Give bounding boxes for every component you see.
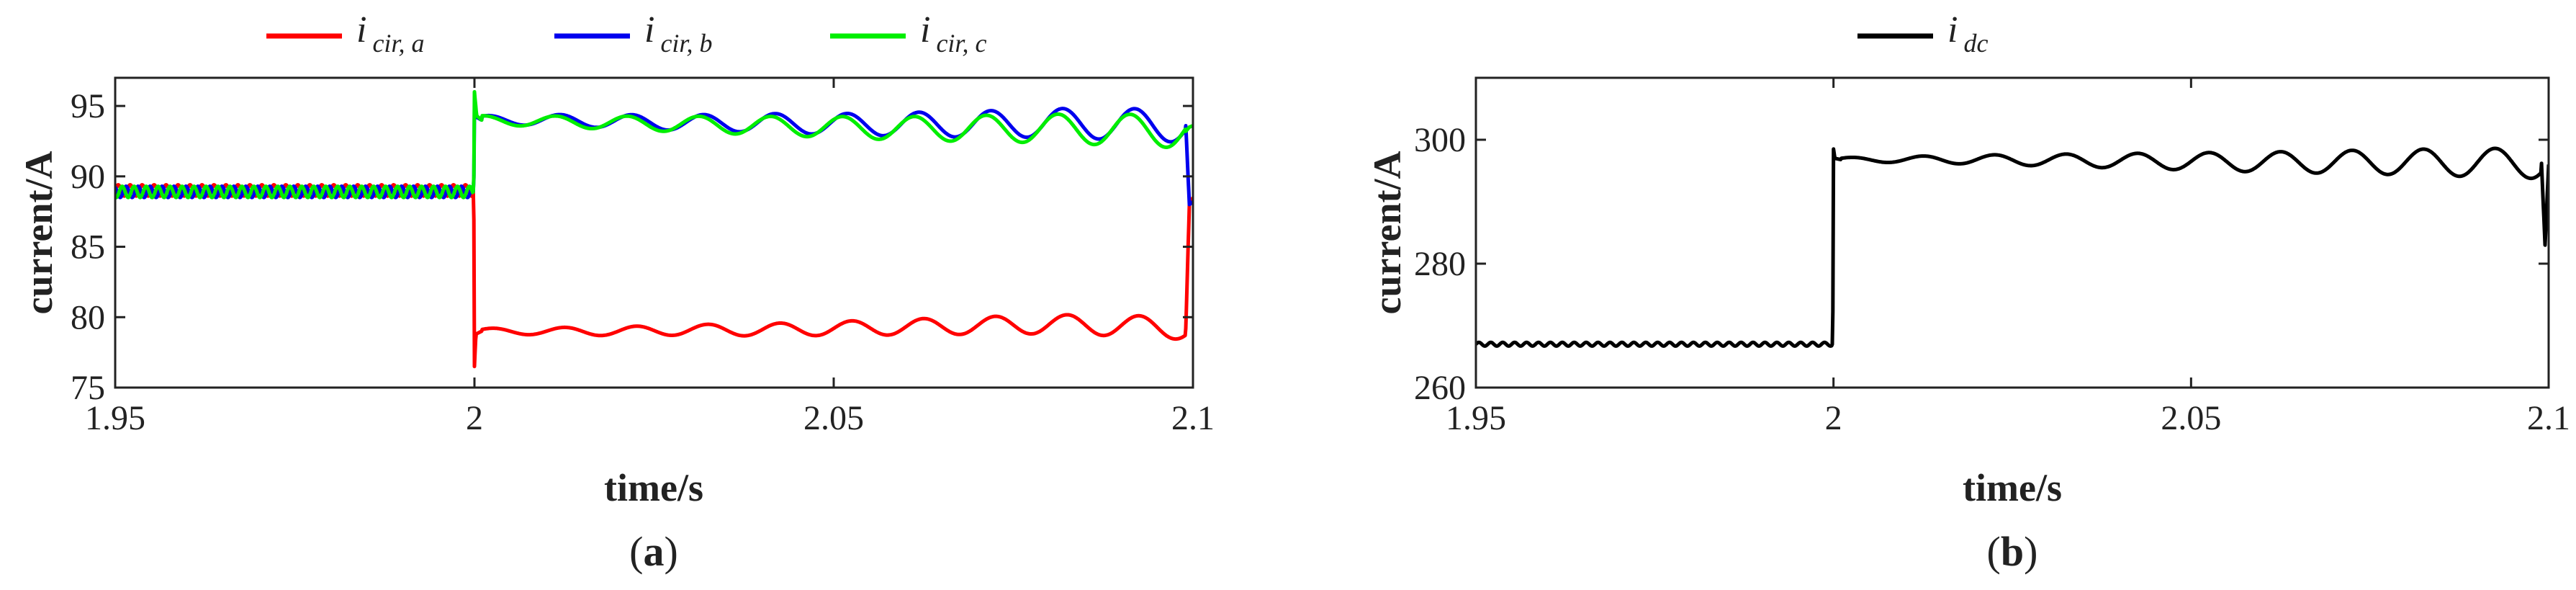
x-tick-label: 2: [466, 399, 483, 437]
series-line-i-cir-a: [115, 183, 1193, 369]
chart-a: i cir, a i cir, b i cir, c 1.95 2 2.05 2.1 75 80 85…: [17, 9, 1215, 575]
y-tick-label: 280: [1414, 245, 1466, 283]
legend-entry: i cir, c: [920, 9, 986, 58]
legend-entry: i cir, a: [356, 9, 424, 58]
legend-b: i dc: [1857, 9, 1988, 58]
y-tick-label: 260: [1414, 369, 1466, 407]
legend-entry: i cir, b: [644, 9, 712, 58]
x-axis-label-a: time/s: [604, 466, 703, 509]
y-axis-label-b: current/A: [1366, 151, 1409, 315]
x-tick-label: 2.1: [2527, 399, 2570, 437]
panel-letter-b: b: [2001, 528, 2024, 575]
x-tick-label: 2.1: [1171, 399, 1215, 437]
y-axis-label-a: current/A: [17, 151, 60, 315]
y-tick-label: 300: [1414, 121, 1466, 159]
chart-b: i dc 1.95 2 2.05 2.1 260 280 300 current/A time…: [1366, 9, 2570, 575]
series-line-i-cir-b: [115, 107, 1193, 207]
series-line-i-dc: [1476, 146, 2549, 348]
y-tick-label: 75: [71, 369, 105, 407]
panel-letter-a: a: [644, 528, 665, 575]
y-tick-label: 90: [71, 158, 105, 196]
panel-label-b: (b): [1987, 528, 2038, 575]
y-tick-label: 80: [71, 298, 105, 336]
axes-frame-a: [114, 76, 1194, 389]
axes-frame-b: [1474, 76, 2550, 389]
legend-a: i cir, a i cir, b i cir, c: [266, 9, 986, 58]
series-line-i-cir-c: [115, 90, 1193, 200]
panel-label-a: (a): [629, 528, 678, 575]
x-tick-label: 2: [1825, 399, 1842, 437]
x-tick-label: 1.95: [1446, 399, 1506, 437]
y-tick-label: 85: [71, 228, 105, 267]
ticks-b: 1.95 2 2.05 2.1 260 280 300: [1414, 78, 2570, 437]
legend-entry: i dc: [1947, 9, 1988, 58]
plot-area-a: [115, 90, 1193, 369]
x-axis-label-b: time/s: [1963, 466, 2062, 509]
x-tick-label: 2.05: [2161, 399, 2221, 437]
y-tick-label: 95: [71, 87, 105, 125]
ticks-a: 1.95 2 2.05 2.1 75 80 85 90 95: [71, 78, 1215, 437]
x-tick-label: 1.95: [85, 399, 145, 437]
plot-area-b: [1476, 146, 2549, 348]
x-tick-label: 2.05: [803, 399, 864, 437]
